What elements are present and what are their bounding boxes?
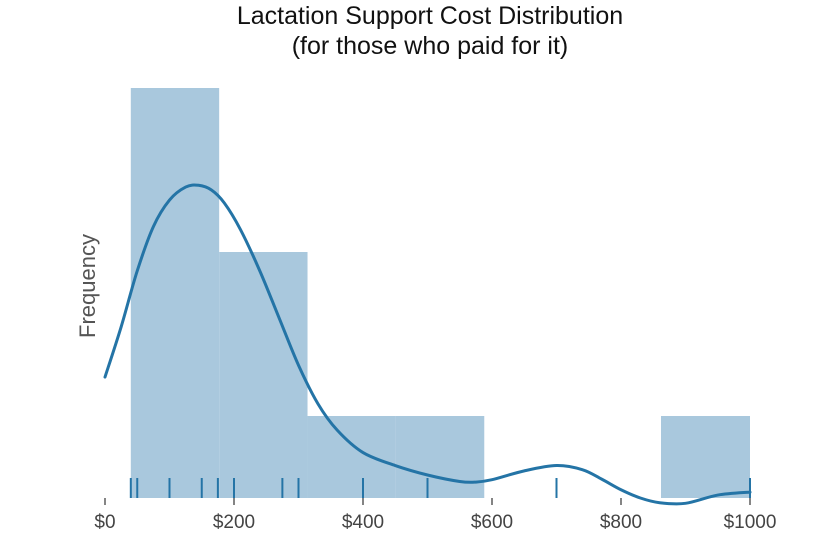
kde-layer bbox=[103, 183, 752, 506]
histogram-bar-2 bbox=[307, 416, 396, 498]
histogram-bar-3 bbox=[395, 416, 485, 498]
chart-title: Lactation Support Cost Distribution bbox=[236, 2, 624, 30]
x-tick-label-2: $400 bbox=[342, 512, 384, 533]
kde-line bbox=[103, 183, 752, 506]
x-tick-label-0: $0 bbox=[94, 512, 115, 533]
x-tick-label-1: $200 bbox=[213, 512, 255, 533]
bars-layer bbox=[130, 88, 750, 498]
chart-subtitle: (for those who paid for it) bbox=[291, 32, 569, 60]
rug-layer bbox=[129, 478, 751, 498]
histogram-bar-6 bbox=[660, 416, 750, 498]
x-tick-label-5: $1000 bbox=[724, 512, 777, 533]
x-tick-label-3: $600 bbox=[471, 512, 513, 533]
histogram-bar-0 bbox=[130, 88, 220, 498]
x-axis: $0 $200 $400 $600 $800 $1000 bbox=[94, 498, 776, 533]
x-tick-label-4: $800 bbox=[600, 512, 642, 533]
histogram-bar-1 bbox=[219, 252, 308, 498]
